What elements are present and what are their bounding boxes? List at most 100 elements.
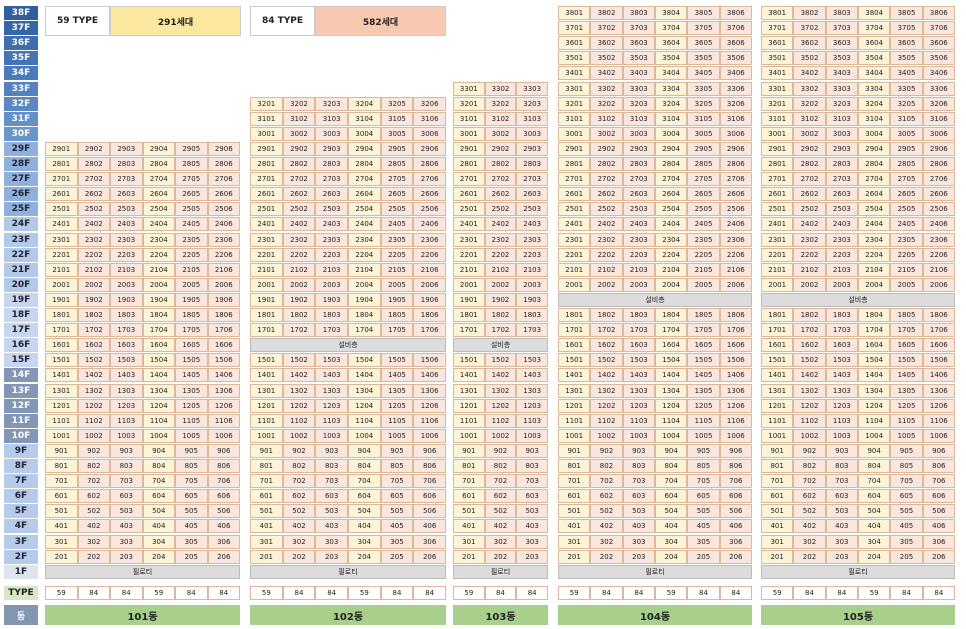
unit-cell: 402: [484, 519, 517, 534]
unit-cell: 301: [250, 534, 283, 549]
unit-cell: 1705: [175, 323, 208, 338]
unit-cell: 504: [858, 504, 891, 519]
building-name: 103동: [453, 605, 548, 625]
unit-cell: 2503: [315, 202, 348, 217]
unit-cell: 1102: [77, 413, 110, 428]
unit-cell: 502: [793, 504, 826, 519]
unit-cell: 2604: [142, 187, 175, 202]
unit-cell: 1504: [142, 353, 175, 368]
unit-cell: 2802: [77, 157, 110, 171]
unit-cell: 2303: [110, 232, 143, 247]
unit-cell: 1802: [282, 308, 316, 322]
unit-cell: 1703: [825, 323, 858, 338]
unit-cell: 2206: [207, 247, 240, 262]
unit-cell: 805: [380, 459, 414, 473]
unit-cell: 2906: [922, 141, 955, 156]
unit-cell: 1201: [453, 398, 485, 413]
unit-cell: 501: [558, 504, 591, 519]
unit-cell: 2304: [858, 232, 891, 247]
unit-cell: 2903: [622, 141, 655, 156]
unit-cell: 2404: [655, 217, 688, 232]
unit-cell: 503: [622, 504, 655, 519]
unit-cell: 1706: [719, 323, 752, 338]
unit-cell: 1701: [250, 323, 283, 338]
building-name: 102동: [250, 605, 446, 625]
unit-cell: 3805: [890, 6, 923, 20]
unit-cell: 603: [825, 489, 858, 504]
unit-cell: 601: [558, 489, 591, 504]
unit-cell: 702: [793, 474, 826, 489]
unit-cell: 2801: [453, 157, 485, 171]
unit-cell: 2601: [453, 187, 485, 202]
unit-cell: 2801: [45, 157, 78, 171]
unit-cell: 3504: [858, 51, 891, 66]
unit-cell: 3303: [516, 81, 548, 96]
unit-cell: 802: [793, 459, 826, 473]
unit-cell: 1303: [315, 383, 348, 398]
unit-cell: 3605: [890, 36, 923, 51]
unit-cell: 1504: [655, 353, 688, 368]
type-cell: 84: [484, 586, 517, 600]
unit-cell: 2301: [558, 232, 591, 247]
unit-cell: 3802: [793, 6, 826, 20]
unit-cell: 3405: [687, 66, 720, 81]
unit-cell: 406: [413, 519, 446, 534]
unit-cell: 3102: [590, 111, 623, 126]
unit-cell: 3702: [793, 21, 826, 36]
unit-cell: 1501: [761, 353, 794, 368]
unit-cell: 2403: [315, 217, 348, 232]
unit-cell: 2802: [282, 157, 316, 171]
unit-cell: 3301: [453, 81, 485, 96]
unit-cell: 3003: [315, 126, 348, 141]
unit-cell: 2206: [922, 247, 955, 262]
floor-label: 17F: [4, 323, 38, 339]
floor-note: 설비층: [761, 292, 955, 307]
unit-cell: 701: [45, 474, 78, 489]
unit-cell: 2003: [622, 277, 655, 292]
unit-cell: 1904: [142, 292, 175, 307]
unit-cell: 3003: [622, 126, 655, 141]
floor-label: 7F: [4, 474, 38, 490]
unit-cell: 2906: [207, 141, 240, 156]
unit-cell: 3603: [622, 36, 655, 51]
unit-cell: 2003: [516, 277, 548, 292]
floor-note: 필로티: [558, 564, 752, 579]
unit-cell: 2004: [655, 277, 688, 292]
unit-cell: 203: [516, 549, 548, 564]
unit-cell: 306: [922, 534, 955, 549]
unit-cell: 3301: [558, 81, 591, 96]
unit-cell: 2403: [110, 217, 143, 232]
unit-cell: 3804: [655, 6, 688, 20]
unit-cell: 3005: [687, 126, 720, 141]
type-cell: 84: [516, 586, 548, 600]
unit-cell: 2106: [719, 262, 752, 277]
unit-cell: 403: [315, 519, 348, 534]
unit-cell: 3202: [484, 96, 517, 111]
unit-cell: 2706: [719, 172, 752, 187]
unit-cell: 1302: [282, 383, 316, 398]
unit-cell: 2005: [890, 277, 923, 292]
unit-cell: 1503: [110, 353, 143, 368]
unit-cell: 2701: [250, 172, 283, 187]
unit-cell: 2905: [175, 141, 208, 156]
unit-cell: 2703: [516, 172, 548, 187]
unit-cell: 3103: [516, 111, 548, 126]
floor-label: 5F: [4, 504, 38, 520]
unit-cell: 2003: [825, 277, 858, 292]
unit-cell: 3803: [622, 6, 655, 20]
unit-cell: 1702: [282, 323, 316, 338]
unit-cell: 3105: [890, 111, 923, 126]
unit-cell: 1103: [825, 413, 858, 428]
unit-cell: 2301: [761, 232, 794, 247]
unit-cell: 2306: [719, 232, 752, 247]
unit-cell: 3502: [793, 51, 826, 66]
unit-cell: 905: [687, 443, 720, 458]
unit-cell: 2402: [590, 217, 623, 232]
unit-cell: 2706: [207, 172, 240, 187]
unit-cell: 505: [380, 504, 414, 519]
unit-cell: 1103: [516, 413, 548, 428]
unit-cell: 2002: [77, 277, 110, 292]
unit-cell: 605: [890, 489, 923, 504]
unit-cell: 1703: [622, 323, 655, 338]
